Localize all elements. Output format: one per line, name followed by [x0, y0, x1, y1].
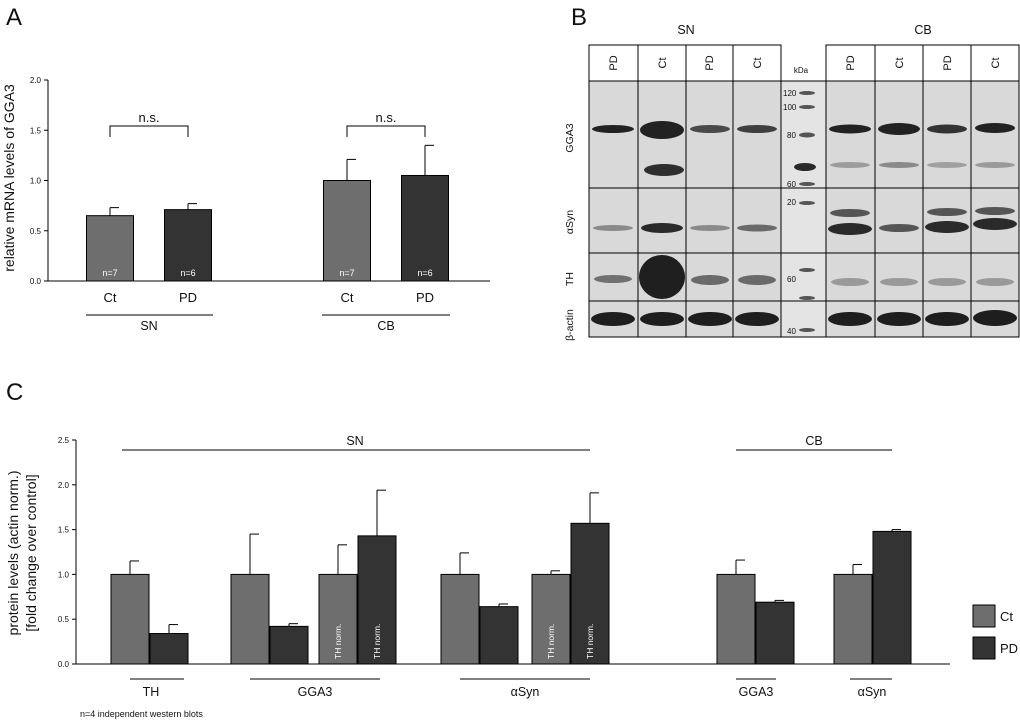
lane-label-7: PD [942, 55, 954, 70]
c-bar-4 [318, 573, 358, 665]
group-label-cb: CB [377, 319, 394, 333]
lane-label-6: Ct [894, 58, 906, 69]
ns-label-cb: n.s. [376, 110, 397, 125]
marker-60-th: 60 [787, 275, 796, 284]
c-bar-11 [755, 601, 795, 665]
legend-label-ct: Ct [1000, 609, 1013, 624]
lane-label-5: PD [845, 55, 857, 70]
marker-40: 40 [787, 327, 796, 336]
marker-80: 80 [787, 131, 796, 140]
row-label-th: TH [564, 272, 576, 286]
a-bar-2 [323, 180, 371, 282]
a-n-label-3: n=6 [417, 268, 432, 278]
bottom-group-label-th: TH [143, 685, 160, 699]
western-blot-image [588, 80, 1020, 338]
a-n-label-2: n=7 [339, 268, 354, 278]
row-label-gga3: GGA3 [564, 123, 576, 152]
c-bar-0 [110, 573, 150, 665]
panel-b: B SN CB PD Ct PD Ct PD Ct PD Ct kDa [564, 4, 1020, 341]
blot-group-label-cb: CB [914, 23, 931, 37]
a-category-label-0: Ct [104, 290, 117, 305]
c-bar-5 [357, 535, 397, 665]
a-y-tick-label-1: 0.5 [30, 227, 42, 236]
c-y-tick-label-1: 0.5 [58, 615, 70, 624]
a-bar-0 [86, 215, 134, 282]
c-bar-label-4: TH norm. [333, 624, 343, 659]
panel-c-y-ticks: 0.0 0.5 1.0 1.5 2.0 2.5 [58, 436, 76, 669]
panel-a: A relative mRNA levels of GGA3 0.0 0.5 1.0… [1, 4, 490, 333]
a-n-label-0: n=7 [102, 268, 117, 278]
panel-c-letter: C [6, 379, 23, 406]
bottom-group-label-gga3-cb: GGA3 [739, 685, 774, 699]
ns-label-sn: n.s. [139, 110, 160, 125]
c-bar-8 [531, 573, 571, 665]
a-category-label-1: PD [179, 290, 197, 305]
c-bar-12 [833, 573, 873, 665]
row-label-asyn: αSyn [564, 210, 576, 234]
panel-c-y-axis-label-line1: protein levels (actin norm.) [5, 471, 21, 636]
a-category-label-2: Ct [341, 290, 354, 305]
significance-bracket-cb: n.s. [346, 110, 426, 137]
c-bar-6 [440, 573, 480, 665]
bottom-group-label-asyn-cb: αSyn [858, 685, 887, 699]
legend-swatch-ct [972, 604, 996, 628]
top-group-label-cb: CB [805, 434, 822, 448]
panel-a-letter: A [6, 4, 22, 31]
legend-swatch-pd [972, 636, 996, 660]
replicate-note: n=4 independent western blots [80, 709, 203, 719]
bottom-group-label-asyn-sn: αSyn [511, 685, 540, 699]
lane-header-box-sn [588, 44, 782, 82]
group-label-sn: SN [140, 319, 157, 333]
kda-header: kDa [794, 66, 809, 75]
marker-20: 20 [787, 198, 796, 207]
a-y-tick-label-0: 0.0 [30, 277, 42, 286]
row-label-beta-actin: β-actin [564, 309, 576, 341]
a-y-tick-label-3: 1.5 [30, 126, 42, 135]
c-bar-10 [716, 573, 756, 665]
c-y-tick-label-2: 1.0 [58, 570, 70, 579]
panel-a-y-axis-label: relative mRNA levels of GGA3 [1, 84, 17, 272]
c-y-tick-label-5: 2.5 [58, 436, 70, 445]
a-bar-3 [401, 174, 449, 282]
panel-c: C protein levels (actin norm.) [fold cha… [5, 379, 1018, 719]
marker-100: 100 [783, 103, 797, 112]
significance-bracket-sn: n.s. [109, 110, 189, 137]
panel-c-bars: TH norm. TH norm. TH norm. TH norm. [110, 489, 912, 665]
lane-label-4: Ct [752, 58, 764, 69]
a-y-tick-label-2: 1.0 [30, 177, 42, 186]
c-bar-label-5: TH norm. [372, 624, 382, 659]
c-bar-3 [269, 625, 309, 665]
c-bar-label-8: TH norm. [546, 624, 556, 659]
panel-a-category-labels: Ct PD Ct PD [104, 290, 435, 305]
c-bar-2 [230, 573, 270, 665]
c-y-tick-label-3: 1.5 [58, 526, 70, 535]
top-group-label-sn: SN [346, 434, 363, 448]
marker-120: 120 [783, 89, 797, 98]
legend: Ct PD [972, 604, 1018, 660]
c-bar-9 [570, 522, 610, 665]
blot-group-label-sn: SN [677, 23, 694, 37]
lane-label-3: PD [704, 55, 716, 70]
c-bar-1 [149, 633, 189, 665]
c-bar-label-9: TH norm. [585, 624, 595, 659]
c-bar-7 [479, 606, 519, 665]
panel-a-y-ticks: 0.0 0.5 1.0 1.5 2.0 [30, 76, 48, 286]
panel-b-letter: B [571, 4, 587, 31]
c-y-tick-label-0: 0.0 [58, 660, 70, 669]
c-bar-13 [872, 530, 912, 665]
a-category-label-3: PD [416, 290, 434, 305]
lane-label-8: Ct [990, 58, 1002, 69]
marker-60: 60 [787, 180, 796, 189]
legend-label-pd: PD [1000, 641, 1018, 656]
c-y-tick-label-4: 2.0 [58, 481, 70, 490]
a-y-tick-label-4: 2.0 [30, 76, 42, 85]
bottom-group-label-gga3-sn: GGA3 [298, 685, 333, 699]
a-n-label-1: n=6 [180, 268, 195, 278]
lane-label-1: PD [608, 55, 620, 70]
a-bar-1 [164, 209, 212, 282]
lane-label-2: Ct [657, 58, 669, 69]
panel-c-y-axis-label-line2: [fold change over control] [23, 474, 39, 631]
panel-a-bars: n=7 n=6 n=7 n=6 [86, 144, 449, 282]
